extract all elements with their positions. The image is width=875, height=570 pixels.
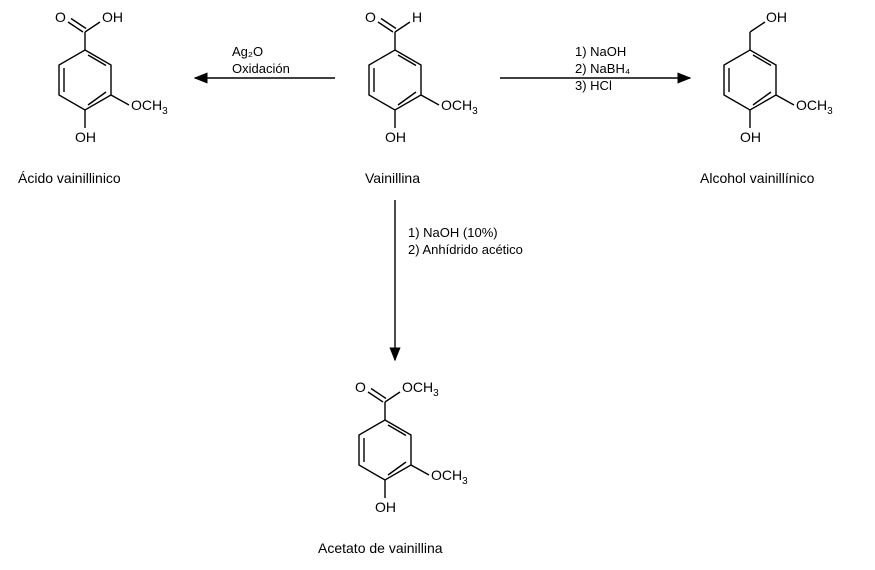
atom-cooh-OH: OH <box>102 9 123 25</box>
atom-ester-och3: OCH3 <box>402 379 439 399</box>
label-vanillin-acetate: Acetato de vainillina <box>318 540 443 556</box>
atom-ester-O: O <box>355 379 366 395</box>
atom-top-oh: OH <box>766 9 787 25</box>
molecule-vanillin-acetate: O OCH3 OCH3 OH <box>355 379 468 515</box>
molecule-vanillyl-alcohol: OH OCH3 OH <box>724 9 833 145</box>
label-vanillic-acid: Ácido vainillinico <box>18 170 121 186</box>
atom-carbonyl-O: O <box>365 9 376 25</box>
molecule-vanillin: O H OCH3 OH <box>365 9 478 145</box>
atom-vac-oh: OH <box>740 129 761 145</box>
atom-va-ome: OCH3 <box>131 97 168 117</box>
reaction-scheme-svg: O H OCH3 OH O OH OCH3 OH OH <box>0 0 875 570</box>
reagent-right: 1) NaOH 2) NaBH₄ 3) HCl <box>575 44 630 95</box>
atom-vace-ome: OCH3 <box>431 467 468 487</box>
atom-vanillin-oh: OH <box>385 129 406 145</box>
atom-aldehyde-H: H <box>412 9 422 25</box>
label-vanillyl-alcohol: Alcohol vainillínico <box>700 170 814 186</box>
molecule-vanillic-acid: O OH OCH3 OH <box>55 9 168 145</box>
atom-vace-oh: OH <box>375 499 396 515</box>
atom-va-oh: OH <box>75 129 96 145</box>
reagent-left: Ag₂O Oxidación <box>232 44 290 78</box>
atom-vanillin-ome: OCH3 <box>441 97 478 117</box>
atom-vac-ome: OCH3 <box>796 97 833 117</box>
reagent-down: 1) NaOH (10%) 2) Anhídrido acético <box>408 225 523 259</box>
label-vanillin: Vainillina <box>365 170 420 186</box>
atom-cooh-O: O <box>55 9 66 25</box>
